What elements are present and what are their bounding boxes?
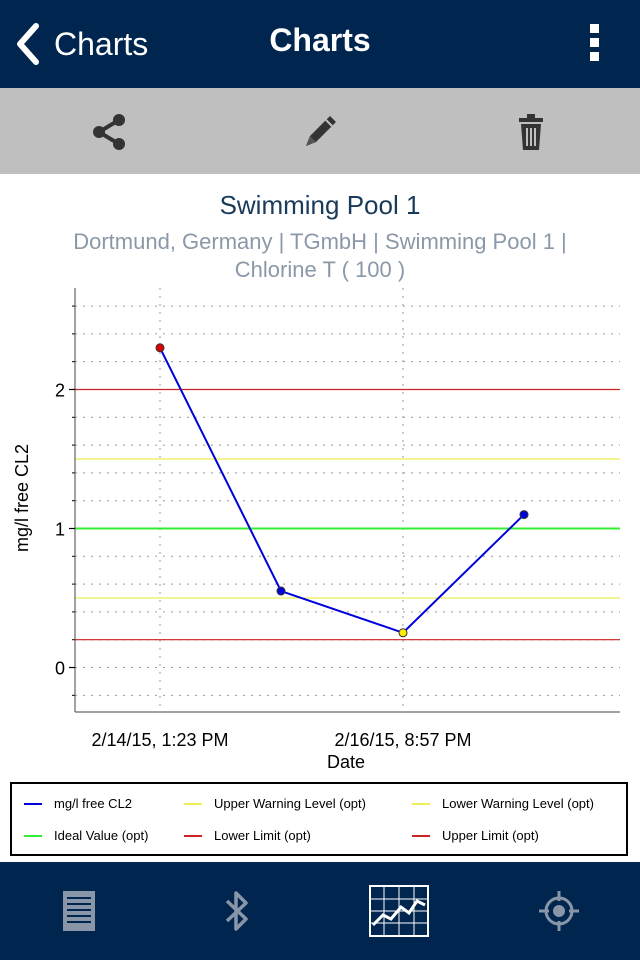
pencil-icon	[306, 116, 336, 146]
chart-title: Swimming Pool 1	[219, 190, 421, 220]
legend-swatch	[184, 834, 202, 837]
tab-location[interactable]	[524, 874, 594, 948]
list-icon	[63, 891, 95, 931]
legend-label: Upper Warning Level (opt)	[214, 796, 366, 811]
chart-subtitle: Dortmund, Germany | TGmbH | Swimming Poo…	[20, 228, 620, 284]
legend-item: Upper Limit (opt)	[412, 828, 539, 843]
tab-list[interactable]	[44, 874, 114, 948]
y-tick-label: 1	[55, 519, 65, 539]
legend-swatch	[412, 802, 430, 805]
series-line	[159, 347, 525, 634]
legend-swatch	[412, 834, 430, 837]
trash-icon	[519, 114, 543, 150]
tab-bar	[0, 862, 640, 960]
share-button[interactable]	[83, 106, 135, 158]
y-tick-label: 0	[55, 659, 65, 679]
legend-item: mg/l free CL2	[24, 796, 132, 811]
back-button[interactable]: Charts	[14, 22, 148, 66]
legend-item: Lower Warning Level (opt)	[412, 796, 594, 811]
legend-label: Upper Limit (opt)	[442, 828, 539, 843]
legend-swatch	[184, 802, 202, 805]
y-tick-label: 2	[55, 380, 65, 400]
data-point	[155, 343, 165, 353]
bluetooth-icon	[225, 891, 248, 931]
more-menu-button[interactable]	[582, 24, 606, 64]
x-tick-label: 2/14/15, 1:23 PM	[91, 730, 228, 750]
chart-legend: mg/l free CL2 Upper Warning Level (opt) Lo…	[10, 782, 628, 856]
legend-swatch	[24, 802, 42, 805]
share-icon	[93, 114, 125, 150]
back-button-label: Charts	[54, 25, 149, 62]
tab-bluetooth[interactable]	[202, 874, 272, 948]
location-icon	[539, 891, 579, 931]
legend-item: Lower Limit (opt)	[184, 828, 311, 843]
legend-item: Upper Warning Level (opt)	[184, 796, 366, 811]
chart-subtitle-line: Chlorine T ( 100 )	[234, 257, 406, 282]
navigation-bar: Charts Charts	[0, 0, 640, 88]
legend-swatch	[24, 834, 42, 837]
chart-subtitle-line: Dortmund, Germany | TGmbH | Swimming Poo…	[73, 229, 567, 254]
x-tick-label: 2/16/15, 8:57 PM	[334, 730, 471, 750]
tab-charts[interactable]	[364, 874, 434, 948]
y-axis-title: mg/l free CL2	[12, 444, 32, 552]
data-point	[398, 628, 408, 638]
legend-item: Ideal Value (opt)	[24, 828, 148, 843]
legend-label: mg/l free CL2	[54, 796, 133, 811]
legend-label: Ideal Value (opt)	[54, 828, 149, 843]
action-toolbar	[0, 88, 640, 174]
legend-label: Lower Limit (opt)	[214, 828, 311, 843]
chevron-left-icon	[17, 23, 39, 65]
more-vertical-icon	[582, 24, 606, 61]
data-point	[519, 510, 529, 520]
chart-icon	[369, 885, 429, 937]
delete-button[interactable]	[505, 106, 557, 158]
legend-label: Lower Warning Level (opt)	[442, 796, 594, 811]
edit-button[interactable]	[294, 106, 346, 158]
x-axis-title: Date	[327, 752, 365, 772]
data-point	[276, 586, 286, 596]
